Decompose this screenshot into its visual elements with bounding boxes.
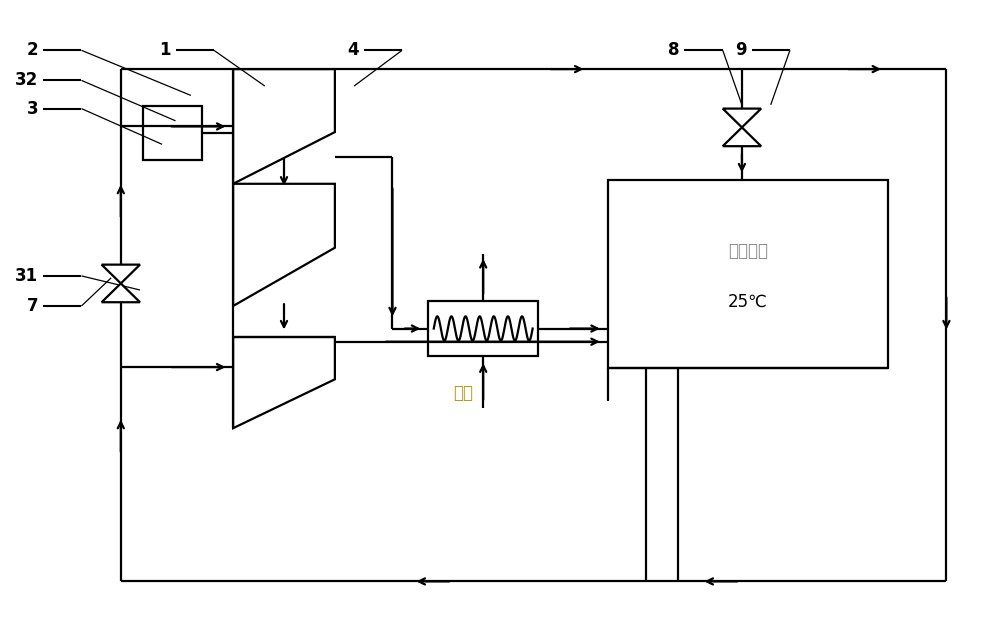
Polygon shape bbox=[723, 109, 761, 127]
Polygon shape bbox=[102, 265, 140, 284]
Text: 8: 8 bbox=[668, 41, 680, 59]
Text: 25℃: 25℃ bbox=[728, 293, 768, 311]
Text: 32: 32 bbox=[15, 71, 38, 89]
Bar bbox=[428, 302, 538, 356]
Bar bbox=[608, 180, 888, 368]
Polygon shape bbox=[723, 127, 761, 146]
Text: 3: 3 bbox=[27, 100, 38, 118]
Text: 1: 1 bbox=[159, 41, 171, 59]
Bar bbox=[143, 105, 202, 160]
Text: 4: 4 bbox=[347, 41, 359, 59]
Polygon shape bbox=[102, 284, 140, 302]
Text: 31: 31 bbox=[15, 267, 38, 285]
Text: 数据机房: 数据机房 bbox=[728, 242, 768, 260]
Text: 7: 7 bbox=[27, 297, 38, 315]
Text: 2: 2 bbox=[27, 41, 38, 59]
Text: 大气: 大气 bbox=[454, 385, 474, 403]
Text: 9: 9 bbox=[735, 41, 747, 59]
